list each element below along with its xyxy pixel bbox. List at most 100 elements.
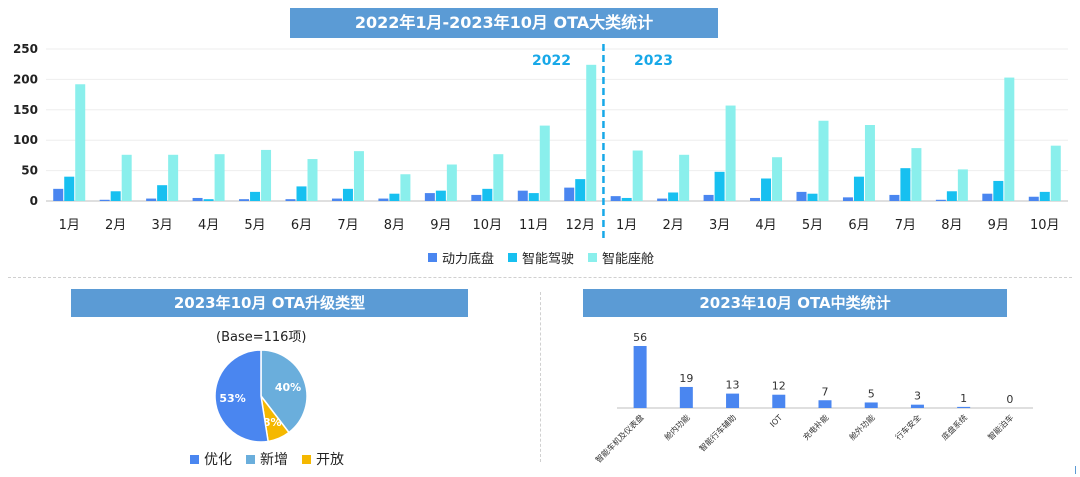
bar-智能驾驶 (110, 191, 121, 201)
subcategory-bar (957, 406, 971, 408)
x-tick-label: 6月 (848, 218, 869, 233)
x-tick-label: 10月 (1030, 218, 1060, 233)
bar-智能座舱 (818, 120, 829, 201)
x-tick-label: 6月 (291, 218, 312, 233)
x-tick-label: 11月 (519, 218, 549, 233)
subcategory-tick-label: 智能行车辅助 (697, 412, 738, 453)
subcategory-tick-label: IOT (768, 413, 784, 429)
bar-动力底盘 (564, 187, 575, 201)
bar-智能座舱 (446, 164, 457, 201)
bar-智能驾驶 (528, 193, 539, 201)
main-legend: 动力底盘 智能驾驶 智能座舱 (428, 248, 654, 267)
subcategory-tick-label: 舱外功能 (847, 412, 877, 442)
bar-动力底盘 (982, 193, 993, 201)
legend-swatch-chassis (428, 253, 437, 262)
legend-swatch-open (302, 454, 311, 464)
bar-动力底盘 (471, 194, 482, 201)
bar-智能座舱 (121, 154, 132, 201)
pie-slice-优化 (214, 349, 269, 443)
bar-动力底盘 (657, 198, 668, 201)
subcategory-bar (679, 386, 693, 408)
bar-动力底盘 (842, 197, 853, 201)
bar-智能驾驶 (157, 185, 168, 201)
bar-动力底盘 (935, 199, 946, 201)
bar-智能驾驶 (250, 191, 261, 201)
bar-智能座舱 (957, 169, 968, 201)
x-tick-label: 9月 (988, 218, 1009, 233)
subcategory-value-label: 1 (960, 392, 967, 405)
subcategory-value-label: 3 (914, 390, 921, 403)
legend-item-chassis: 动力底盘 (428, 248, 494, 267)
x-tick-label: 4月 (755, 218, 776, 233)
x-tick-label: 3月 (151, 218, 172, 233)
subcategory-tick-label: 智能泊车 (986, 412, 1016, 442)
subcategory-value-label: 56 (633, 331, 647, 344)
bar-动力底盘 (1028, 196, 1039, 201)
bar-动力底盘 (378, 198, 389, 201)
bar-智能驾驶 (807, 193, 818, 201)
legend-label-open: 开放 (316, 452, 344, 468)
monthly-ota-bar-chart: 0 50 100 150 200 250 1月 2月 3月 4月 5月 6月 7月 8月 9月 10月 11月 1… (13, 42, 1068, 240)
pie-legend: 优化 新增 开放 (190, 449, 344, 469)
subcategory-tick-label: 智能车机及仪表盘 (593, 412, 645, 464)
year-label-2023: 2023 (634, 53, 673, 69)
bar-动力底盘 (610, 196, 621, 201)
bar-动力底盘 (331, 198, 342, 201)
bar-智能座舱 (75, 84, 86, 201)
x-tick-label: 7月 (337, 218, 358, 233)
x-tick-label: 5月 (802, 218, 823, 233)
y-tick-label: 150 (13, 103, 38, 117)
pie-slice-新增 (260, 349, 308, 434)
x-tick-label: 8月 (384, 218, 405, 233)
bar-智能座舱 (353, 151, 364, 201)
y-tick-label: 0 (30, 194, 38, 208)
y-tick-label: 250 (13, 42, 38, 56)
bar-智能座舱 (493, 154, 504, 201)
bar-智能驾驶 (900, 168, 911, 201)
bar-智能座舱 (586, 64, 597, 201)
bar-动力底盘 (146, 198, 157, 201)
subcategory-value-label: 19 (679, 372, 693, 385)
legend-swatch-add (246, 454, 255, 464)
pie-value-label: 8% (263, 416, 282, 429)
subcategory-tick-label: 舱内功能 (662, 412, 692, 442)
bar-动力底盘 (517, 190, 528, 201)
section-divider-vertical (540, 292, 541, 462)
x-tick-label: 9月 (430, 218, 451, 233)
bar-智能驾驶 (482, 188, 493, 201)
y-tick-label: 200 (13, 72, 38, 86)
subcategory-bar (910, 404, 924, 408)
bar-智能驾驶 (1039, 191, 1050, 201)
bar-智能座舱 (214, 154, 225, 201)
bar-智能驾驶 (668, 192, 679, 201)
x-tick-label: 1月 (59, 218, 80, 233)
x-tick-label: 8月 (941, 218, 962, 233)
bar-智能驾驶 (342, 188, 353, 201)
bar-智能座舱 (679, 154, 690, 201)
bar-智能座舱 (168, 154, 179, 201)
bar-智能驾驶 (853, 176, 864, 201)
x-tick-label: 7月 (895, 218, 916, 233)
subcategory-value-label: 5 (868, 387, 875, 400)
legend-label-adas: 智能驾驶 (522, 252, 575, 267)
bar-动力底盘 (192, 197, 203, 201)
subcategory-value-label: 0 (1006, 393, 1013, 406)
bar-动力底盘 (796, 191, 807, 201)
legend-item-add: 新增 (246, 449, 288, 469)
bar-智能驾驶 (946, 191, 957, 201)
bar-智能座舱 (400, 174, 411, 201)
legend-label-cockpit: 智能座舱 (602, 252, 655, 267)
bar-智能座舱 (1050, 145, 1061, 201)
bar-智能驾驶 (761, 178, 772, 201)
y-tick-label: 100 (13, 133, 38, 147)
legend-swatch-cockpit (588, 253, 598, 262)
bar-智能座舱 (1004, 77, 1015, 201)
legend-label-add: 新增 (260, 452, 288, 468)
bar-动力底盘 (99, 199, 110, 201)
x-tick-label: 10月 (473, 218, 503, 233)
x-tick-label: 2月 (105, 218, 126, 233)
corner-mark (1075, 466, 1076, 474)
subcategory-tick-label: 行车安全 (893, 412, 923, 442)
